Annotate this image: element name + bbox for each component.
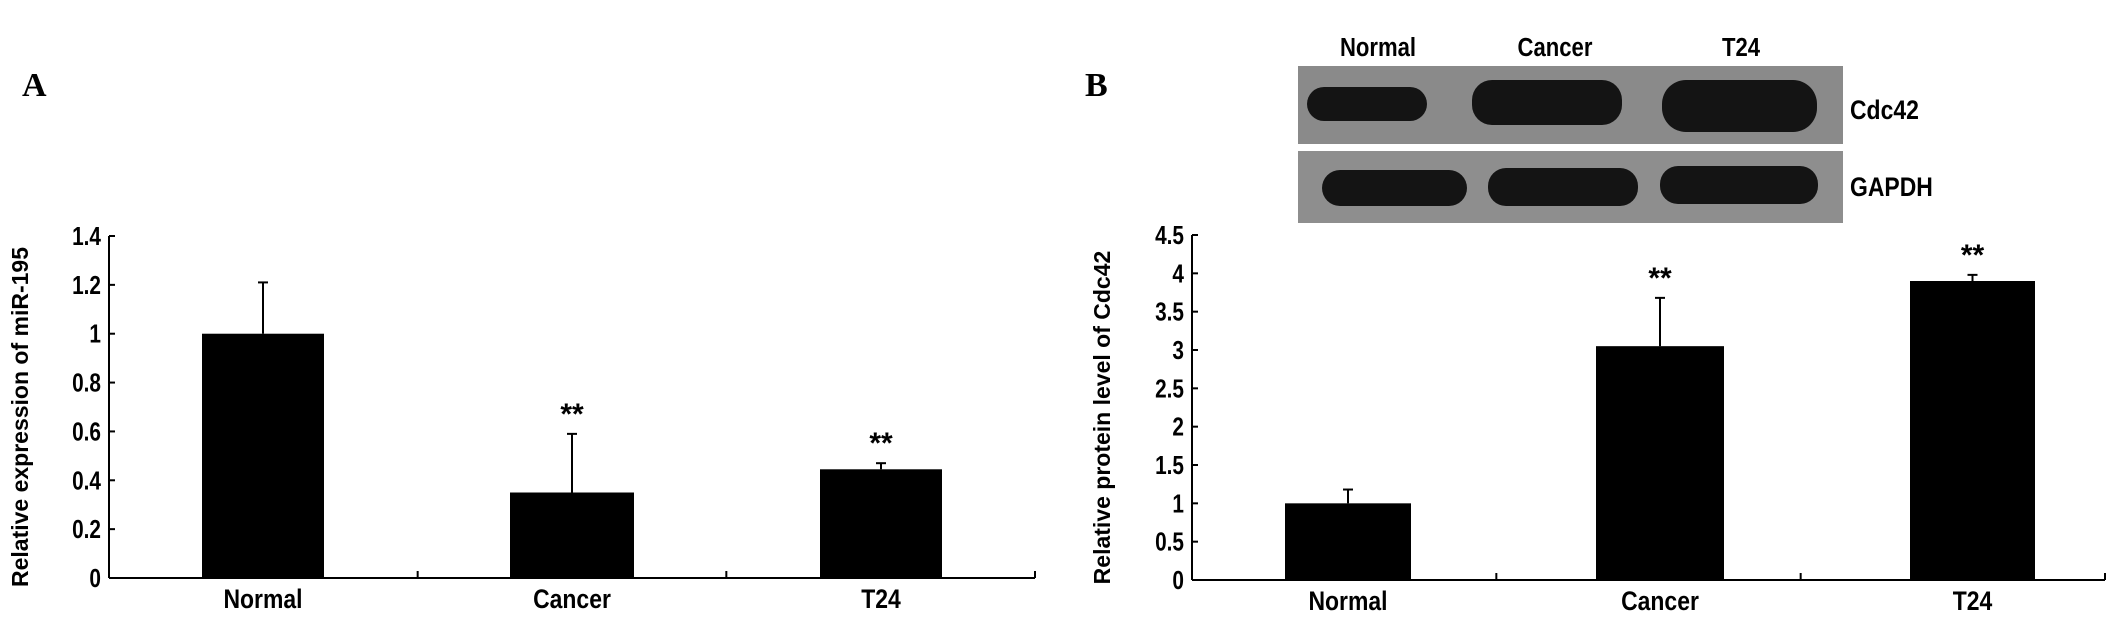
band-cdc42-t24 bbox=[1662, 80, 1817, 132]
panel-label-b: B bbox=[1085, 67, 1108, 104]
blot-row-label-gapdh: GAPDH bbox=[1850, 172, 1933, 202]
bar-cancer bbox=[510, 492, 634, 578]
y-tick-label: 0.8 bbox=[72, 368, 101, 397]
y-axis-label: Relative expression of miR-195 bbox=[7, 247, 33, 587]
band-cdc42-normal bbox=[1307, 87, 1427, 121]
y-tick-label: 4 bbox=[1172, 259, 1184, 288]
x-tick-label: Normal bbox=[1308, 586, 1387, 616]
bar-normal bbox=[202, 333, 324, 578]
bar-t24 bbox=[1910, 281, 2035, 580]
band-gapdh-normal bbox=[1322, 170, 1467, 206]
y-tick-label: 0.2 bbox=[72, 515, 101, 544]
y-tick-label: 0.5 bbox=[1155, 527, 1184, 556]
y-axis-label: Relative protein level of Cdc42 bbox=[1089, 251, 1115, 585]
significance-label: ** bbox=[1961, 239, 1985, 272]
significance-label: ** bbox=[1648, 262, 1672, 295]
blot-row-label-cdc42: Cdc42 bbox=[1850, 95, 1919, 125]
x-tick-label: Cancer bbox=[1621, 586, 1699, 616]
y-tick-label: 3.5 bbox=[1155, 297, 1184, 326]
y-tick-label: 0 bbox=[89, 564, 101, 593]
y-tick-label: 4.5 bbox=[1155, 221, 1184, 250]
lane-label-t24: T24 bbox=[1722, 33, 1761, 62]
bar-chart-a: 0 0.2 0.4 0.6 0.8 1 1.2 1.4 Normal ** Cancer ** T24 R… bbox=[7, 222, 1036, 614]
band-cdc42-cancer bbox=[1472, 80, 1622, 125]
significance-label: ** bbox=[560, 398, 584, 431]
y-tick-label: 0.4 bbox=[72, 466, 101, 495]
y-tick-label: 1 bbox=[1172, 489, 1184, 518]
bar-cancer bbox=[1596, 346, 1724, 580]
y-tick-label: 1.4 bbox=[72, 222, 101, 251]
significance-label: ** bbox=[869, 427, 893, 460]
x-tick-label: T24 bbox=[1953, 586, 1993, 616]
y-tick-label: 0.6 bbox=[72, 417, 101, 446]
y-tick-label: 3 bbox=[1172, 336, 1184, 365]
panel-label-a: A bbox=[22, 67, 47, 104]
band-gapdh-t24 bbox=[1660, 166, 1818, 204]
y-tick-label: 0 bbox=[1172, 566, 1184, 595]
lane-label-cancer: Cancer bbox=[1518, 33, 1593, 62]
lane-label-normal: Normal bbox=[1340, 33, 1416, 62]
y-tick-label: 2.5 bbox=[1155, 374, 1184, 403]
x-tick-label: T24 bbox=[861, 584, 901, 614]
western-blot: Normal Cancer T24 Cdc42 GAPDH bbox=[1298, 33, 1933, 223]
x-tick-label: Cancer bbox=[533, 584, 611, 614]
bar-chart-b: 0 0.5 1 1.5 2 2.5 3 3.5 4 4.5 Normal ** Cancer ** T24 R… bbox=[1089, 221, 2106, 616]
x-tick-label: Normal bbox=[223, 584, 302, 614]
y-tick-label: 1 bbox=[89, 320, 101, 349]
bar-t24 bbox=[820, 469, 942, 578]
y-tick-label: 1.5 bbox=[1155, 451, 1184, 480]
bar-normal bbox=[1285, 503, 1411, 580]
band-gapdh-cancer bbox=[1488, 168, 1638, 206]
y-tick-label: 1.2 bbox=[72, 271, 101, 300]
y-tick-label: 2 bbox=[1172, 412, 1184, 441]
